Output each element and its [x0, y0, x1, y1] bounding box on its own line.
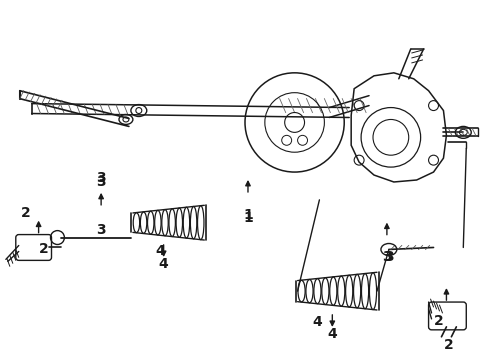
- Text: 2: 2: [443, 338, 453, 352]
- Text: 2: 2: [21, 206, 30, 220]
- Text: 2: 2: [39, 242, 49, 256]
- Text: 3: 3: [384, 251, 393, 264]
- Text: 1: 1: [243, 211, 253, 225]
- Text: 2: 2: [434, 314, 443, 328]
- Text: 4: 4: [327, 327, 337, 341]
- Text: 3: 3: [97, 222, 106, 237]
- Text: 3: 3: [97, 175, 106, 189]
- Text: 4: 4: [156, 244, 166, 258]
- Text: 3: 3: [382, 251, 392, 264]
- Text: 4: 4: [313, 315, 322, 329]
- Text: 4: 4: [159, 257, 169, 271]
- Text: 1: 1: [243, 208, 253, 222]
- Text: 3: 3: [97, 171, 106, 185]
